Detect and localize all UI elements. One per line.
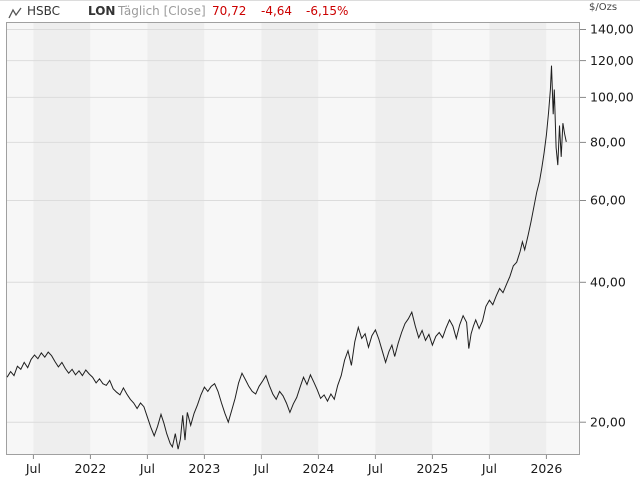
y-axis-unit-label: $/Ozs xyxy=(589,2,618,13)
price-line xyxy=(6,65,567,450)
y-tick-label: 40,00 xyxy=(590,275,626,290)
x-tick-label: Jul xyxy=(139,461,155,476)
half-year-band xyxy=(147,23,205,454)
half-year-band xyxy=(375,23,433,454)
half-year-band xyxy=(546,23,579,454)
last-price-value: 70,72 xyxy=(212,4,247,18)
half-year-band xyxy=(204,23,262,454)
y-tick-label: 120,00 xyxy=(590,53,634,68)
x-tick-label: Jul xyxy=(367,461,383,476)
y-tick-label: 140,00 xyxy=(590,22,634,37)
x-tick-label: 2026 xyxy=(530,461,562,476)
change-pct-value: -6,15% xyxy=(306,4,349,18)
plot-border xyxy=(6,22,580,455)
line-chart-icon xyxy=(8,5,23,24)
exchange-label: LON xyxy=(88,4,116,18)
change-abs-value: -4,64 xyxy=(261,4,293,18)
half-year-band xyxy=(318,23,376,454)
x-tick-label: 2023 xyxy=(188,461,220,476)
half-year-band xyxy=(261,23,319,454)
x-tick-label: 2022 xyxy=(74,461,106,476)
y-tick-label: 20,00 xyxy=(590,414,626,429)
half-year-band xyxy=(489,23,547,454)
widget-top-border xyxy=(0,0,640,1)
y-tick-label: 100,00 xyxy=(590,90,634,105)
x-tick-label: Jul xyxy=(25,461,41,476)
half-year-band xyxy=(33,23,91,454)
half-year-band xyxy=(432,23,490,454)
period-label: Täglich [Close] xyxy=(118,4,206,18)
x-tick-label: Jul xyxy=(481,461,497,476)
y-tick-label: 80,00 xyxy=(590,135,626,150)
x-tick-label: 2024 xyxy=(302,461,334,476)
half-year-band xyxy=(90,23,148,454)
half-year-band xyxy=(7,23,34,454)
x-tick-label: Jul xyxy=(253,461,269,476)
symbol-label: HSBC xyxy=(27,4,61,18)
y-tick-label: 60,00 xyxy=(590,193,626,208)
x-tick-label: 2025 xyxy=(416,461,448,476)
